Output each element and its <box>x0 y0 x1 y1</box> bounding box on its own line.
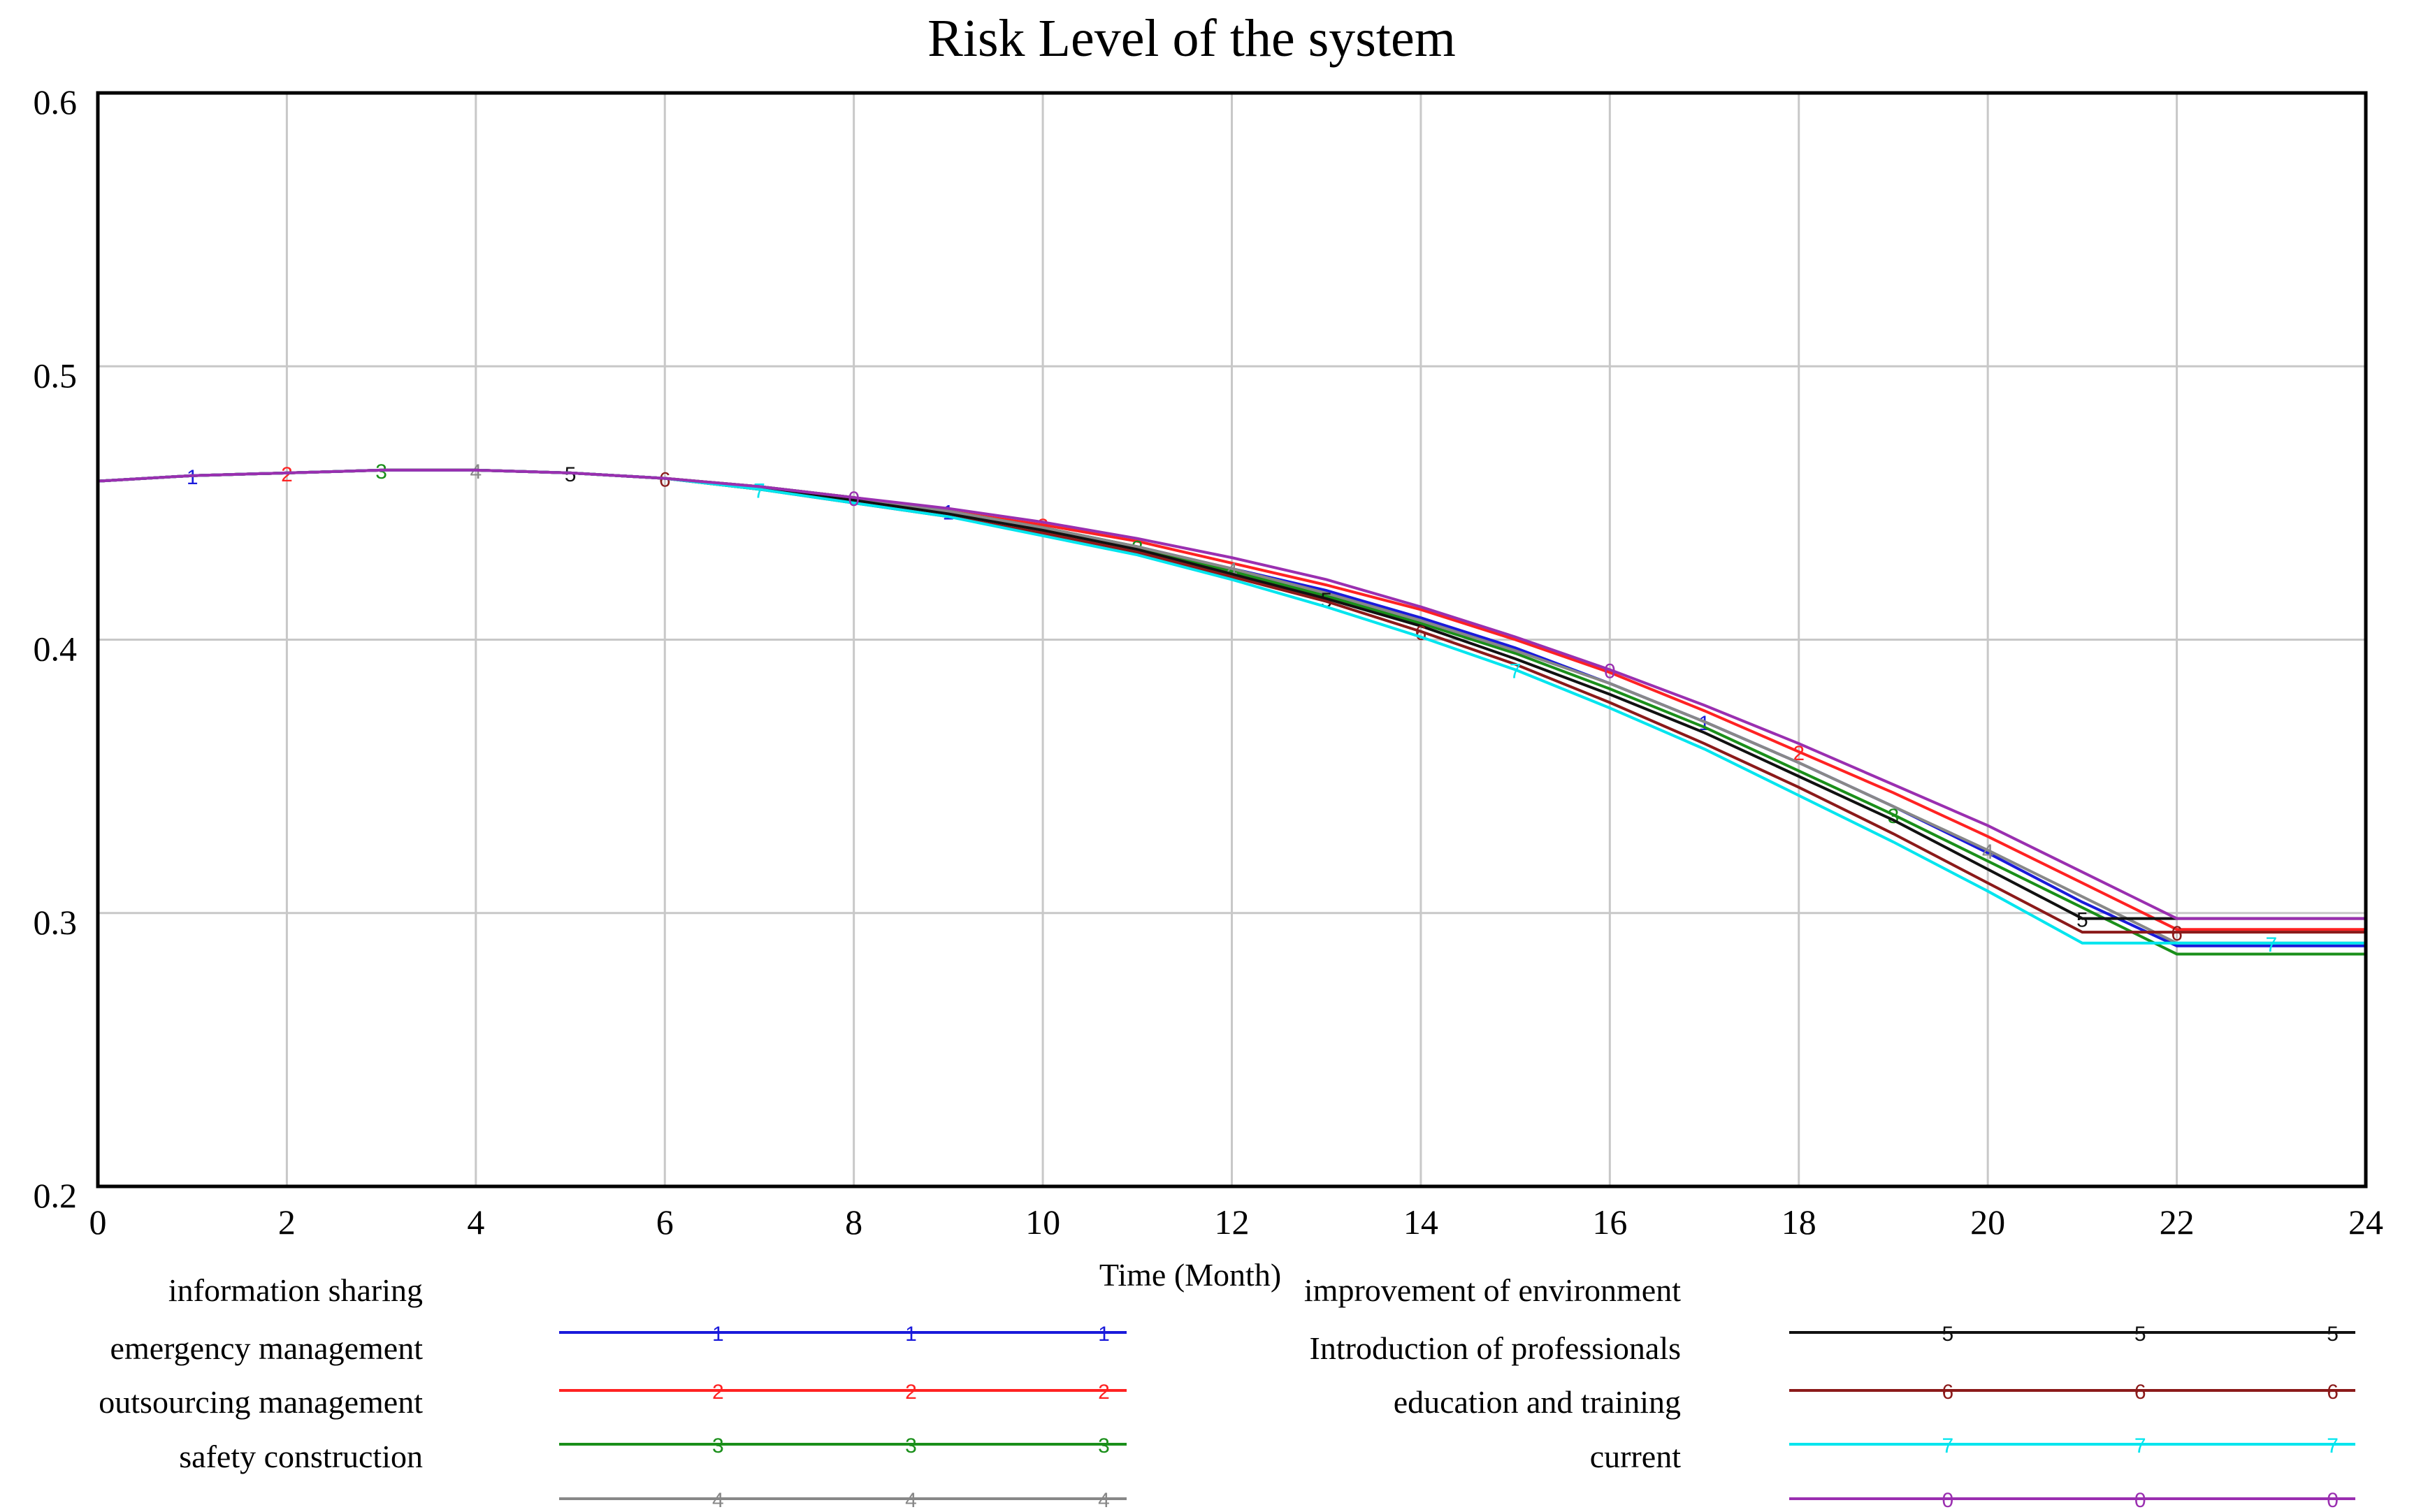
y-tick-label: 0.2 <box>34 1176 78 1215</box>
series-marker-7: 7 <box>2265 933 2277 957</box>
legend-marker-3: 3 <box>712 1434 724 1458</box>
legend-marker-7: 7 <box>2327 1434 2339 1458</box>
x-tick-label: 10 <box>1025 1202 1060 1242</box>
legend-label-3: outsourcing management <box>99 1384 423 1420</box>
legend-label-6: Introduction of professionals <box>1310 1330 1681 1366</box>
series-marker-7: 7 <box>1510 660 1522 683</box>
x-tick-label: 24 <box>2348 1202 2383 1242</box>
series-marker-5: 5 <box>2076 909 2088 932</box>
legend-marker-6: 6 <box>2327 1381 2339 1404</box>
plot-area-frame <box>96 91 2368 1188</box>
legend-marker-6: 6 <box>1942 1381 1953 1404</box>
legend-marker-5: 5 <box>1942 1323 1953 1346</box>
series-marker-2: 2 <box>281 463 293 486</box>
series-marker-5: 5 <box>565 463 577 486</box>
legend-marker-5: 5 <box>2327 1323 2339 1346</box>
legend-marker-0: 0 <box>2327 1489 2339 1512</box>
x-tick-label: 16 <box>1592 1202 1627 1242</box>
legend-label-1: information sharing <box>168 1272 423 1308</box>
legend: information sharing 1 1 1 emergency manageme… <box>99 1272 2355 1512</box>
legend-marker-7: 7 <box>2134 1434 2146 1458</box>
legend-marker-2: 2 <box>1098 1381 1110 1404</box>
legend-marker-2: 2 <box>712 1381 724 1404</box>
series-marker-3: 3 <box>375 460 387 484</box>
tick-labels: 0 2 4 6 8 10 12 14 16 18 20 22 240.20.30.40.50.6 <box>34 82 2384 1242</box>
y-tick-label: 0.6 <box>34 82 78 122</box>
y-tick-label: 0.5 <box>34 356 78 395</box>
series-marker-7: 7 <box>753 479 765 502</box>
x-tick-label: 6 <box>656 1202 674 1242</box>
x-tick-label: 20 <box>1970 1202 2005 1242</box>
legend-marker-7: 7 <box>1942 1434 1953 1458</box>
legend-marker-4: 4 <box>712 1489 724 1512</box>
series-marker-4: 4 <box>470 460 482 484</box>
y-tick-label: 0.3 <box>34 903 78 942</box>
legend-marker-5: 5 <box>2134 1323 2146 1346</box>
x-tick-label: 22 <box>2160 1202 2195 1242</box>
legend-marker-1: 1 <box>712 1323 724 1346</box>
x-axis-label: Time (Month) <box>1099 1257 1281 1293</box>
series-marker-6: 6 <box>659 469 671 492</box>
series-marker-6: 6 <box>1415 622 1427 645</box>
series-marker-4: 4 <box>1982 841 1994 864</box>
series-marker-2: 2 <box>1793 742 1805 765</box>
legend-label-7: education and training <box>1394 1384 1681 1420</box>
x-tick-label: 14 <box>1403 1202 1438 1242</box>
legend-marker-4: 4 <box>1098 1489 1110 1512</box>
y-tick-label: 0.4 <box>34 630 78 669</box>
legend-label-4: safety construction <box>179 1439 423 1474</box>
x-tick-label: 4 <box>467 1202 484 1242</box>
legend-marker-2: 2 <box>905 1381 917 1404</box>
legend-marker-1: 1 <box>905 1323 917 1346</box>
x-tick-label: 18 <box>1782 1202 1816 1242</box>
x-tick-label: 2 <box>278 1202 296 1242</box>
series-marker-0: 0 <box>848 488 860 511</box>
legend-marker-0: 0 <box>1942 1489 1953 1512</box>
series-line-0 <box>97 468 2366 920</box>
legend-label-0: current <box>1590 1439 1681 1474</box>
legend-marker-3: 3 <box>905 1434 917 1458</box>
legend-marker-0: 0 <box>2134 1489 2146 1512</box>
legend-label-5: improvement of environment <box>1304 1272 1681 1308</box>
x-tick-label: 0 <box>89 1202 107 1242</box>
legend-marker-4: 4 <box>905 1489 917 1512</box>
legend-label-2: emergency management <box>110 1330 424 1366</box>
chart-title: Risk Level of the system <box>927 9 1456 68</box>
x-tick-label: 8 <box>845 1202 862 1242</box>
series-marker-6: 6 <box>2171 922 2183 945</box>
x-tick-label: 12 <box>1215 1202 1250 1242</box>
legend-marker-1: 1 <box>1098 1323 1110 1346</box>
series-marker-1: 1 <box>187 466 198 489</box>
legend-marker-3: 3 <box>1098 1434 1110 1458</box>
legend-marker-6: 6 <box>2134 1381 2146 1404</box>
series-marker-0: 0 <box>1604 660 1616 683</box>
